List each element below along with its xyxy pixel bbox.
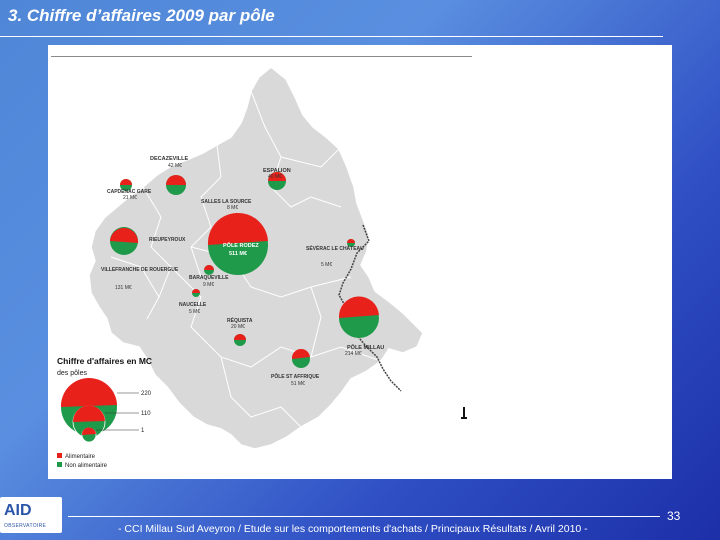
value-decazeville: 42 M€ <box>168 163 182 169</box>
legend-label-non-alimentaire: Non alimentaire <box>65 463 108 469</box>
legend-scale-large: 220 <box>141 391 152 397</box>
map-panel: DECAZEVILLE 42 M€ ESPALION 40 M€ CAPDENA… <box>48 45 672 479</box>
label-st-affrique: PÔLE ST AFFRIQUE <box>271 372 320 380</box>
value-rodez: 511 M€ <box>229 251 247 257</box>
legend-scale-mid: 110 <box>141 411 151 417</box>
value-capdenac: 21 M€ <box>123 195 137 201</box>
label-requista: RÉQUISTA <box>227 316 253 324</box>
footer-text: - CCI Millau Sud Aveyron / Etude sur les… <box>118 523 588 535</box>
label-naucelle: NAUCELLE <box>179 302 207 308</box>
label-villefranche: VILLEFRANCHE DE ROUERGUE <box>101 267 179 273</box>
page-number: 33 <box>667 509 681 523</box>
pie-villefranche: VILLEFRANCHE DE ROUERGUE 131 M€ <box>101 267 179 291</box>
pie-baraqueville: BARAQUEVILLE 9 M€ <box>189 265 229 288</box>
pie-rieupeyroux: RIEUPEYROUX <box>110 227 186 255</box>
legend-swatch-alimentaire <box>57 453 62 458</box>
label-rodez: PÔLE RODEZ <box>223 241 259 249</box>
value-naucelle: 5 M€ <box>189 309 200 315</box>
value-requista: 20 M€ <box>231 324 245 330</box>
value-millau: 214 M€ <box>345 351 362 357</box>
pie-requista: RÉQUISTA 20 M€ <box>227 316 253 346</box>
aveyron-map: DECAZEVILLE 42 M€ ESPALION 40 M€ CAPDENA… <box>57 66 467 469</box>
pie-naucelle: NAUCELLE 5 M€ <box>179 289 207 315</box>
legend-label-alimentaire: Alimentaire <box>65 454 96 460</box>
label-capdenac: CAPDENAC GARE <box>107 189 152 195</box>
footer-divider <box>68 516 660 517</box>
north-arrow-icon <box>461 407 467 419</box>
legend-swatch-non-alimentaire <box>57 462 62 467</box>
slide-title: 3. Chiffre d’affaires 2009 par pôle <box>8 6 275 25</box>
legend-scale-small: 1 <box>141 428 145 434</box>
river-line <box>338 224 402 392</box>
legend-title: Chiffre d'affaires en MC <box>57 356 152 366</box>
label-espalion: ESPALION <box>263 168 291 174</box>
value-severac: 5 M€ <box>321 262 332 268</box>
label-rieupeyroux: RIEUPEYROUX <box>149 237 186 243</box>
map-frame: DECAZEVILLE 42 M€ ESPALION 40 M€ CAPDENA… <box>51 56 472 475</box>
title-divider <box>0 36 663 37</box>
pie-millau: PÔLE MILLAU 214 M€ <box>338 296 384 357</box>
value-salles: 8 M€ <box>227 205 238 211</box>
pie-severac: SÉVÉRAC LE CHÂTEAU 5 M€ <box>306 239 364 268</box>
label-salles: SALLES LA SOURCE <box>201 199 252 205</box>
value-baraqueville: 9 M€ <box>203 282 214 288</box>
logo: AID OBSERVATOIRE <box>0 497 62 533</box>
pie-st-affrique: PÔLE ST AFFRIQUE 51 M€ <box>271 348 320 387</box>
pie-rodez: PÔLE RODEZ 511 M€ <box>207 212 268 275</box>
value-espalion: 40 M€ <box>268 174 282 180</box>
pie-decazeville: DECAZEVILLE 42 M€ <box>150 156 189 195</box>
value-st-affrique: 51 M€ <box>291 381 305 387</box>
logo-subtitle: OBSERVATOIRE <box>4 523 47 529</box>
logo-text: AID <box>4 502 32 519</box>
pie-capdenac: CAPDENAC GARE 21 M€ <box>107 179 152 201</box>
pie-espalion: ESPALION 40 M€ <box>263 168 291 190</box>
value-villefranche: 131 M€ <box>115 285 132 291</box>
label-severac: SÉVÉRAC LE CHÂTEAU <box>306 244 364 252</box>
label-baraqueville: BARAQUEVILLE <box>189 275 229 281</box>
legend-subtitle: des pôles <box>57 370 87 377</box>
map-legend: Chiffre d'affaires en MC des pôles 220 1… <box>57 356 152 469</box>
label-millau: PÔLE MILLAU <box>347 343 384 351</box>
label-decazeville: DECAZEVILLE <box>150 156 189 162</box>
